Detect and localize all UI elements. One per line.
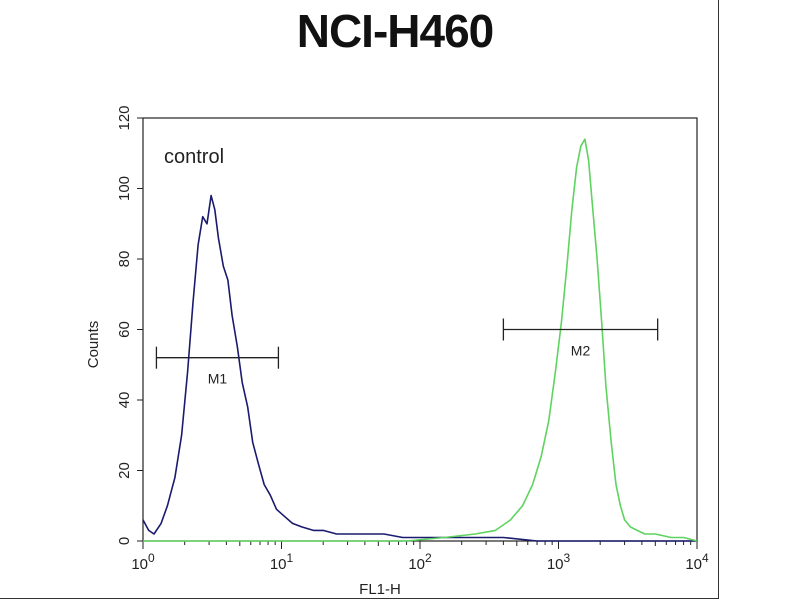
x-tick-label: 100: [131, 551, 155, 573]
chart-title: NCI-H460: [296, 5, 495, 57]
x-tick-exponent: 4: [702, 551, 709, 565]
histogram-series-2: [143, 138, 698, 542]
x-tick-base: 10: [408, 556, 425, 573]
y-tick-label: 20: [116, 462, 133, 479]
x-tick-exponent: 3: [564, 551, 571, 565]
y-tick-label: 100: [116, 176, 133, 201]
x-tick-label: 103: [547, 551, 571, 573]
annotation-control: control: [164, 146, 224, 168]
y-axis-label: Counts: [85, 321, 102, 369]
x-axis-label: FL1-H: [359, 581, 401, 598]
x-tick-exponent: 1: [287, 551, 294, 565]
x-tick-label: 101: [270, 551, 294, 573]
x-tick-base: 10: [270, 556, 287, 573]
x-tick-base: 10: [131, 556, 148, 573]
y-tick-label: 60: [116, 321, 133, 338]
y-tick-label: 0: [116, 537, 133, 545]
y-tick-label: 40: [116, 392, 133, 409]
x-tick-base: 10: [685, 556, 702, 573]
y-tick-label: 120: [116, 105, 133, 130]
x-axis: 100 101 102 103 104: [131, 541, 709, 573]
x-tick-label: 102: [408, 551, 432, 573]
gates-layer: M1 M2: [155, 318, 659, 387]
y-tick-label: 80: [116, 251, 133, 268]
y-axis: 0 20 40 60 80 100 120: [116, 105, 143, 545]
x-tick-label: 104: [685, 551, 709, 573]
x-tick-exponent: 2: [425, 551, 432, 565]
figure-frame: [0, 0, 719, 599]
histogram-series-1: [142, 194, 697, 542]
series-layer: [142, 138, 698, 542]
gate-label: M2: [571, 343, 591, 359]
x-tick-exponent: 0: [148, 551, 155, 565]
x-tick-base: 10: [547, 556, 564, 573]
gate-label: M1: [208, 371, 228, 387]
